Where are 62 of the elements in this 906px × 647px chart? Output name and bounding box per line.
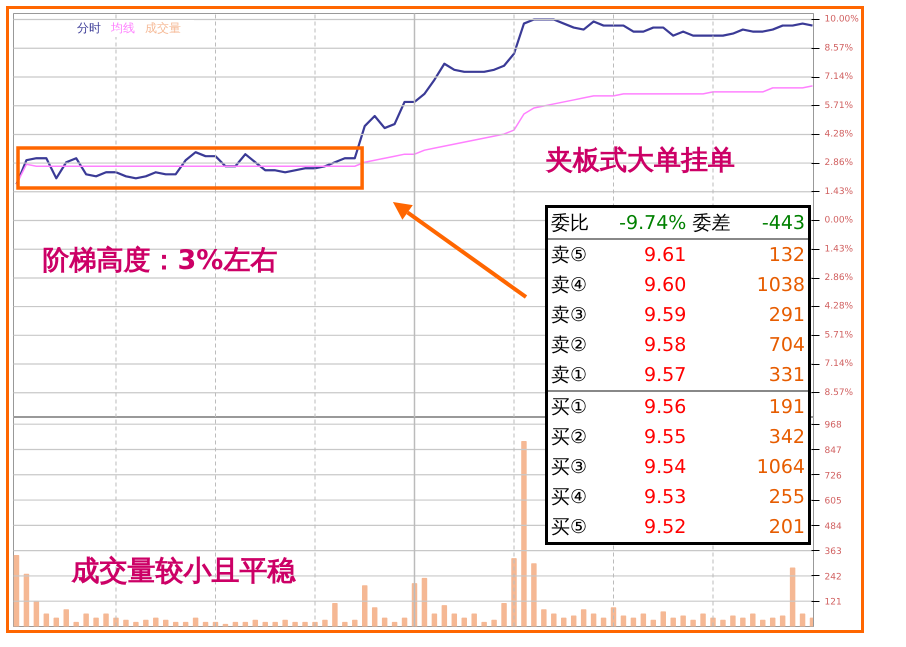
y-tick-label: 4.28% <box>824 130 854 140</box>
text: 均线 <box>111 21 135 35</box>
annotation: 9.55 <box>643 425 688 450</box>
y-tick-label: 10.00% <box>824 14 860 25</box>
annotation: -9.74% <box>618 211 688 236</box>
y-tick-label: 968 <box>824 420 842 431</box>
annotation: 委比 <box>550 211 590 236</box>
annotation: 买③ <box>550 455 588 480</box>
annotation: 9.56 <box>643 395 688 420</box>
annotation: 卖① <box>550 363 588 388</box>
annotation: 291 <box>768 303 806 328</box>
annotation: 夹板式大单挂单 <box>544 145 735 176</box>
y-tick-label: 1.43% <box>824 244 854 254</box>
y-tick-label: 847 <box>824 446 842 456</box>
annotation: 卖⑤ <box>550 243 588 268</box>
y-tick-label: 2.86% <box>824 273 854 284</box>
annotation: 9.60 <box>643 273 688 298</box>
annotation: 342 <box>768 425 806 450</box>
annotation: 委差 <box>691 211 732 236</box>
annotation: 201 <box>768 515 806 540</box>
annotation: 卖② <box>550 333 588 358</box>
y-tick-label: 2.86% <box>824 158 854 168</box>
annotation: 9.58 <box>643 333 688 358</box>
annotation: 255 <box>768 485 806 510</box>
annotation: 9.52 <box>643 515 688 540</box>
annotation: 卖③ <box>550 303 588 328</box>
y-tick-label: 363 <box>824 547 842 558</box>
y-tick-label: 484 <box>824 522 842 532</box>
y-tick-label: 726 <box>824 471 842 482</box>
annotation: 买② <box>550 425 588 450</box>
annotation: -443 <box>760 211 806 236</box>
y-tick-label: 242 <box>824 572 842 582</box>
annotation: 9.54 <box>643 455 688 480</box>
y-tick-label: 0.00% <box>824 216 854 226</box>
y-tick-label: 8.57% <box>824 388 854 398</box>
annotation: 191 <box>768 395 806 420</box>
annotation: 阶梯高度：3%左右 <box>42 245 278 276</box>
annotation: 1064 <box>756 455 806 480</box>
annotation: 132 <box>768 243 806 268</box>
y-tick-label: 7.14% <box>824 359 854 370</box>
annotation: 9.57 <box>643 363 688 388</box>
annotation: 704 <box>768 333 806 358</box>
y-tick-label: 5.71% <box>824 330 854 340</box>
annotation: 买① <box>550 395 588 420</box>
annotation: 卖④ <box>550 273 588 298</box>
y-tick-label: 121 <box>824 598 842 608</box>
text: 分时 <box>77 21 101 35</box>
y-tick-label: 5.71% <box>824 100 854 111</box>
annotation: 9.53 <box>643 485 688 510</box>
y-tick-label: 605 <box>824 496 842 507</box>
y-tick-label: 8.57% <box>824 43 854 54</box>
annotation: 9.61 <box>643 243 688 268</box>
annotation: 331 <box>768 363 806 388</box>
y-tick-label: 7.14% <box>824 72 854 82</box>
annotation: 1038 <box>756 273 806 298</box>
annotation: 9.59 <box>643 303 688 328</box>
text: 成交量 <box>145 21 181 35</box>
annotation: 买④ <box>550 485 588 510</box>
y-tick-label: 1.43% <box>824 186 854 197</box>
y-tick-label: 4.28% <box>824 302 854 312</box>
annotation: 成交量较小且平稳 <box>70 554 296 587</box>
annotation: 买⑤ <box>550 515 588 540</box>
